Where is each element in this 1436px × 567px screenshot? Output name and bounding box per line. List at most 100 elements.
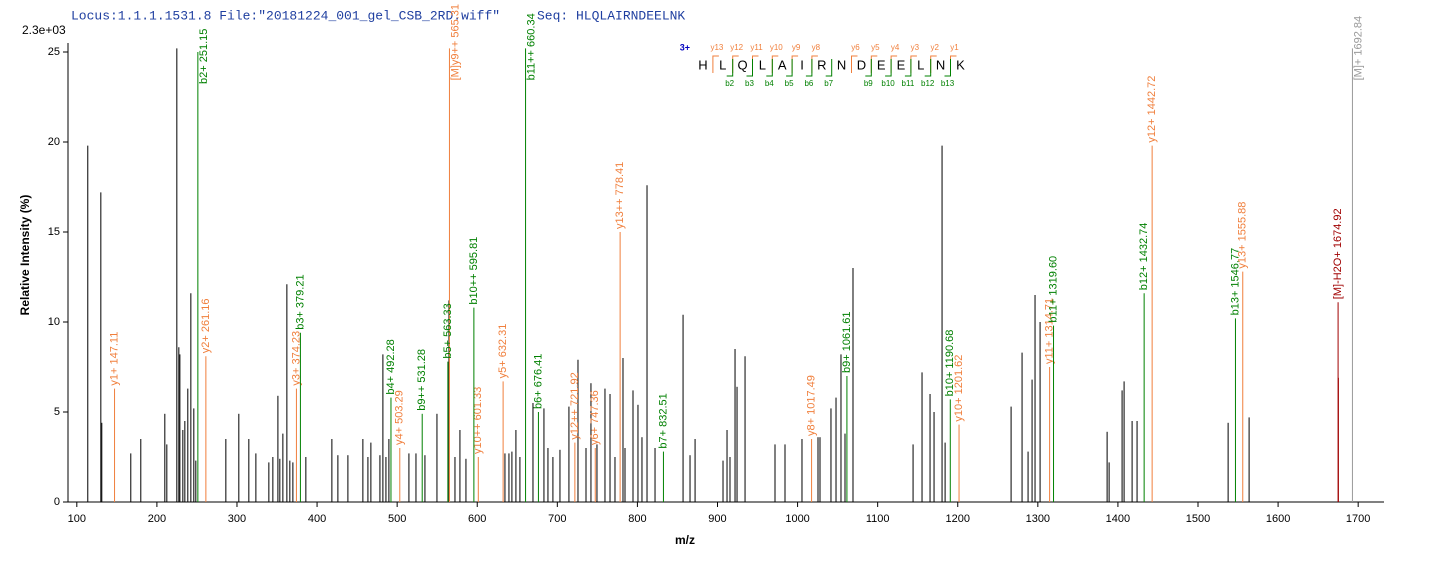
x-tick-label: 1300 [1026,513,1050,525]
b-ion-bracket [885,59,892,77]
residue: L [719,57,726,72]
peak-label: b9+ 1061.61 [841,312,853,373]
x-tick-label: 900 [708,513,726,525]
residue: K [956,57,965,72]
y-tick-label: 25 [48,46,60,58]
b-ion-bracket [726,59,734,77]
b-ion-label: b12 [921,79,935,88]
peak-label: b4+ 492.28 [385,339,397,394]
x-tick-label: 100 [68,513,86,525]
x-tick-label: 600 [468,513,486,525]
x-tick-label: 1100 [866,513,890,525]
residue: L [917,57,924,72]
y-tick-label: 15 [48,226,60,238]
peak-label: y1+ 147.11 [108,332,120,386]
peak-label: y13+ 1555.88 [1237,202,1249,269]
x-tick-label: 800 [628,513,646,525]
x-tick-label: 1500 [1186,513,1210,525]
residue: A [778,57,787,72]
residue: Q [738,57,748,72]
peak-label: [M]-H2O+ 1674.92 [1332,208,1344,299]
peak-label: b7+ 832.51 [657,393,669,448]
peak-label: b11++ 660.34 [525,13,537,80]
scale-label: 2.3e+03 [22,23,66,37]
b-ion-bracket [825,59,833,77]
peak-label: b9++ 531.28 [416,349,428,411]
x-tick-label: 1000 [785,513,809,525]
b-ion-label: b11 [902,79,915,88]
y-ion-label: y9 [792,43,801,52]
y-ion-bracket [851,55,858,73]
residue: E [877,57,886,72]
residue: H [698,57,707,72]
peak-label: y8+ 1017.49 [805,375,817,436]
chart-title: Locus:1.1.1.1531.8 File:"20181224_001_ge… [71,8,500,23]
y-ion-label: y12 [730,43,743,52]
peak-label: b10+ 1190.68 [944,330,956,397]
y-ion-label: y13 [710,43,723,52]
residue: N [936,57,945,72]
y-ion-label: y8 [812,43,821,52]
b-ion-bracket [786,59,793,77]
peak-label: y12+ 1442.72 [1146,76,1158,143]
b-ion-label: b4 [765,79,774,88]
x-tick-label: 1400 [1106,513,1130,525]
x-tick-label: 1200 [946,513,970,525]
residue: L [759,57,766,72]
y-tick-label: 0 [54,496,60,508]
peak-label: y13++ 778.41 [614,162,626,229]
b-ion-bracket [865,59,872,77]
b-ion-label: b3 [745,79,754,88]
peak-label: y2+ 261.16 [200,298,212,353]
peak-label: y10++ 601.33 [472,387,484,454]
x-tick-label: 200 [148,513,166,525]
y-ion-label: y1 [950,43,959,52]
b-ion-label: b9 [864,79,873,88]
charge-label: 3+ [680,42,690,52]
y-axis-label: Relative Intensity (%) [18,195,32,316]
peak-label: b11+ 1319.60 [1047,256,1059,323]
peak-label: b13+ 1546.77 [1229,248,1241,316]
y-ion-label: y6 [851,43,860,52]
y-ion-bracket [712,55,719,73]
peak-label: y12++ 721.92 [569,372,581,439]
residue: D [857,57,866,72]
residue: R [817,57,826,72]
residue: N [837,57,846,72]
y-tick-label: 10 [48,316,60,328]
x-tick-label: 300 [228,513,246,525]
y-ion-bracket [791,55,799,73]
peak-label: y10+ 1201.62 [953,355,965,422]
residue: E [897,57,906,72]
b-ion-label: b10 [881,79,895,88]
y-ion-label: y2 [930,43,939,52]
peak-label: b6+ 676.41 [532,354,544,409]
b-ion-bracket [924,59,932,77]
peak-label: b5+ 563.33 [442,303,454,358]
x-tick-label: 1700 [1346,513,1370,525]
y-ion-label: y3 [911,43,920,52]
y-ion-label: y5 [871,43,880,52]
peak-label: b10++ 595.81 [468,237,480,305]
x-tick-label: 1600 [1266,513,1290,525]
peak-label: y6+ 747.36 [589,390,601,445]
y-ion-label: y4 [891,43,900,52]
b-ion-label: b2 [725,79,734,88]
x-tick-label: 500 [388,513,406,525]
b-ion-label: b6 [804,79,813,88]
b-ion-bracket [746,59,753,77]
y-tick-label: 5 [54,406,60,418]
b-ion-bracket [766,59,773,77]
peak-label: b2+ 251.15 [198,29,210,84]
x-tick-label: 700 [548,513,566,525]
peak-label: y11+ 1314.71 [1044,298,1056,364]
y-ion-bracket [752,55,759,73]
residue: I [800,57,804,72]
peak-label: y3+ 374.23 [290,331,302,386]
y-ion-label: y11 [750,43,763,52]
y-ion-label: y10 [770,43,783,52]
x-tick-label: 400 [308,513,326,525]
x-axis-label: m/z [675,533,695,547]
y-tick-label: 20 [48,136,60,148]
